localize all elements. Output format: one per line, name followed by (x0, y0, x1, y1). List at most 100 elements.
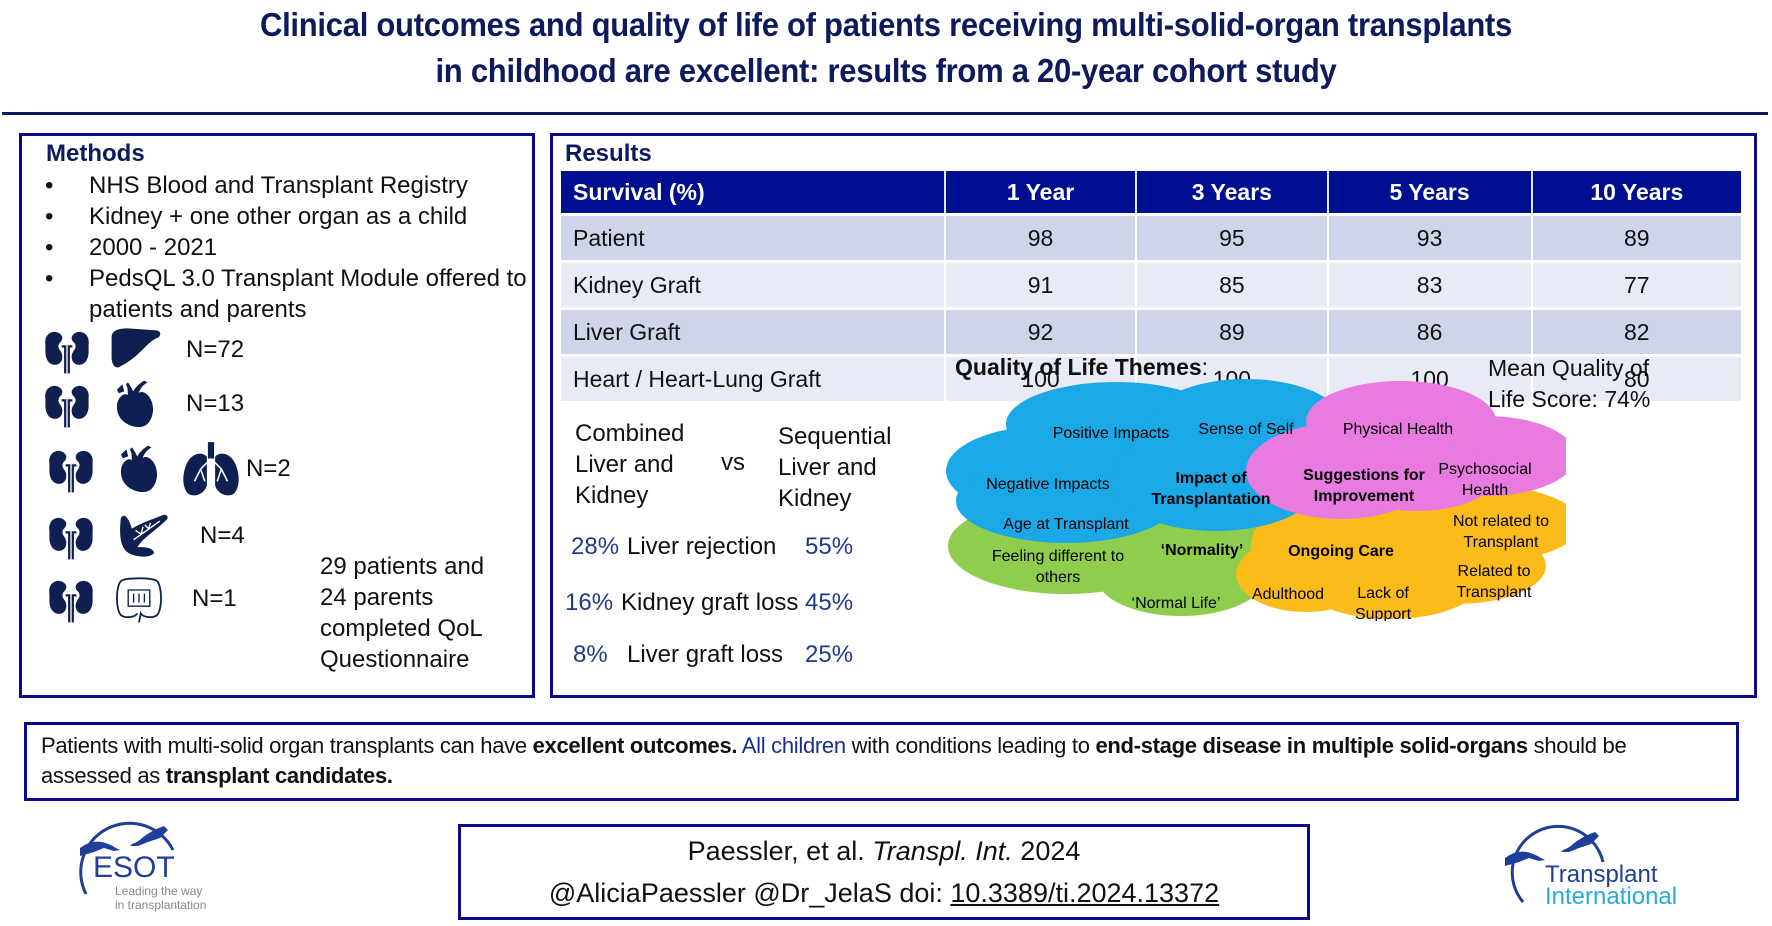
cohort-row-kidney-intestine: N=1 (44, 570, 237, 628)
qol-title-colon: : (1201, 354, 1209, 380)
methods-bullet: PedsQL 3.0 Transplant Module offered to … (42, 263, 532, 325)
theme-subtopic: ‘Normal Life’ (1132, 595, 1221, 612)
table-cell: 77 (1531, 260, 1741, 309)
cohort-count: N=13 (186, 390, 245, 417)
results-heading: Results (565, 140, 652, 167)
heart-icon (112, 443, 166, 495)
title-line-1: Clinical outcomes and quality of life of… (259, 6, 1513, 43)
table-cell: 92 (944, 307, 1138, 356)
cloud-ongoing-care (1236, 484, 1566, 619)
conclusion-highlight: All children (737, 733, 846, 758)
conclusion-emphasis: end-stage disease in multiple solid-orga… (1095, 733, 1528, 758)
qol-note-line: completed QoL (320, 615, 483, 642)
ti-name-line1: Transplant (1545, 861, 1658, 888)
table-cell: 89 (1531, 213, 1741, 262)
mean-qol-line: Mean Quality of (1488, 355, 1650, 381)
combined-value: 8% (573, 641, 608, 668)
theme-subtopic: Psychosocial (1438, 461, 1531, 478)
transplant-international-logo: Transplant International (1495, 810, 1735, 915)
ti-name-line2: International (1545, 883, 1677, 910)
kidney-icon (44, 510, 98, 562)
vs-label: vs (721, 449, 745, 476)
table-cell: 80 (1531, 354, 1741, 401)
outcome-label: Kidney graft loss (621, 589, 799, 616)
citation-line-2: @AliciaPaessler @Dr_JelaS doi: 10.3389/t… (461, 872, 1307, 914)
table-cell: 93 (1327, 213, 1533, 262)
table-cell: 82 (1531, 307, 1741, 356)
qol-note-line: Questionnaire (320, 646, 470, 673)
table-cell: 83 (1327, 260, 1533, 309)
sequential-label-line: Liver and (778, 454, 877, 481)
table-header-row: Survival (%) 1 Year 3 Years 5 Years 10 Y… (561, 171, 1741, 215)
citation-authors: Paessler, et al. (687, 836, 873, 866)
mean-qol-line: Life Score: 74% (1488, 386, 1651, 412)
theme-main-normality: ‘Normality’ (1161, 542, 1244, 559)
title-line-2: in childhood are excellent: results from… (435, 52, 1337, 89)
table-cell: 91 (944, 260, 1138, 309)
cohort-row-kidney-heart-lungs: N=2 (44, 440, 291, 498)
sequential-value: 45% (805, 589, 854, 616)
theme-subtopic: Transplant (1457, 584, 1533, 601)
cohort-count: N=2 (246, 455, 291, 482)
survival-table: Survival (%) 1 Year 3 Years 5 Years 10 Y… (561, 171, 1741, 401)
theme-subtopic: Health (1462, 482, 1508, 499)
theme-subtopic: Negative Impacts (986, 476, 1110, 493)
sequential-value: 55% (805, 533, 854, 560)
theme-subtopic: Age at Transplant (1003, 516, 1129, 533)
table-cell: 98 (944, 213, 1138, 262)
methods-bullet: Kidney + one other organ as a child (42, 201, 532, 232)
page-title: Clinical outcomes and quality of life of… (53, 2, 1719, 94)
sequential-label-line: Kidney (778, 485, 852, 512)
column-header: 10 Years (1531, 171, 1741, 215)
theme-main-suggestions: Improvement (1314, 488, 1415, 505)
column-header: 1 Year (944, 171, 1138, 215)
cohort-row-kidney-pancreas: N=4 (44, 510, 245, 562)
results-panel: Results Survival (%) 1 Year 3 Years 5 Ye… (550, 133, 1757, 698)
sequential-label-line: Sequential (778, 423, 892, 450)
conclusion-text: should be assessed as (41, 733, 1627, 788)
theme-subtopic: others (1036, 569, 1080, 586)
combined-label-line: Kidney (575, 482, 649, 509)
qol-note-line: 29 patients and (320, 553, 485, 580)
citation-line-1: Paessler, et al. Transpl. Int. 2024 (461, 830, 1307, 872)
conclusion-text: Patients with multi-solid organ transpla… (41, 733, 533, 758)
cloud-impact (946, 379, 1341, 543)
intestine-icon (112, 570, 166, 628)
esot-tagline: Leading the way (115, 884, 202, 898)
methods-bullet: NHS Blood and Transplant Registry (42, 170, 532, 201)
outcome-label: Liver graft loss (627, 641, 784, 668)
theme-subtopic: Sense of Self (1198, 421, 1294, 438)
doi-link[interactable]: 10.3389/ti.2024.13372 (950, 878, 1220, 908)
qol-completion-note: 29 patients and 24 parents completed QoL… (320, 551, 484, 675)
outcome-label: Liver rejection (627, 533, 777, 560)
table-cell: 85 (1136, 260, 1329, 309)
conclusion-box: Patients with multi-solid organ transpla… (24, 722, 1739, 801)
heart-icon (108, 378, 162, 430)
theme-main-ongoing-care: Ongoing Care (1288, 543, 1394, 560)
kidney-icon (40, 378, 94, 430)
kidney-icon (44, 573, 98, 625)
methods-bullets: NHS Blood and Transplant Registry Kidney… (42, 170, 532, 325)
theme-subtopic: Feeling different to (992, 548, 1124, 565)
esot-name: ESOT (93, 851, 175, 884)
pancreas-icon (112, 510, 174, 562)
theme-subtopic: Not related to (1453, 513, 1549, 530)
methods-bullet: 2000 - 2021 (42, 232, 532, 263)
theme-subtopic: Positive Impacts (1053, 425, 1169, 442)
cohort-count: N=72 (186, 336, 245, 363)
sequential-value: 25% (805, 641, 854, 668)
cloud-suggestions (1246, 381, 1566, 519)
combined-label-line: Combined (575, 420, 685, 447)
conclusion-emphasis: transplant candidates. (165, 763, 393, 788)
row-label: Liver Graft (561, 307, 946, 356)
title-divider (2, 112, 1768, 115)
cohort-row-kidney-heart: N=13 (40, 378, 244, 430)
combined-label: Combined Liver and Kidney (575, 418, 684, 511)
ti-emblem-icon: Transplant International (1505, 824, 1677, 910)
lungs-icon (180, 440, 242, 498)
sequential-label: Sequential Liver and Kidney (778, 421, 891, 514)
theme-subtopic: Support (1355, 606, 1412, 621)
conclusion-emphasis: excellent outcomes. (532, 733, 738, 758)
theme-subtopic: Lack of (1357, 585, 1409, 602)
table-row: Patient 98 95 93 89 (561, 213, 1741, 262)
